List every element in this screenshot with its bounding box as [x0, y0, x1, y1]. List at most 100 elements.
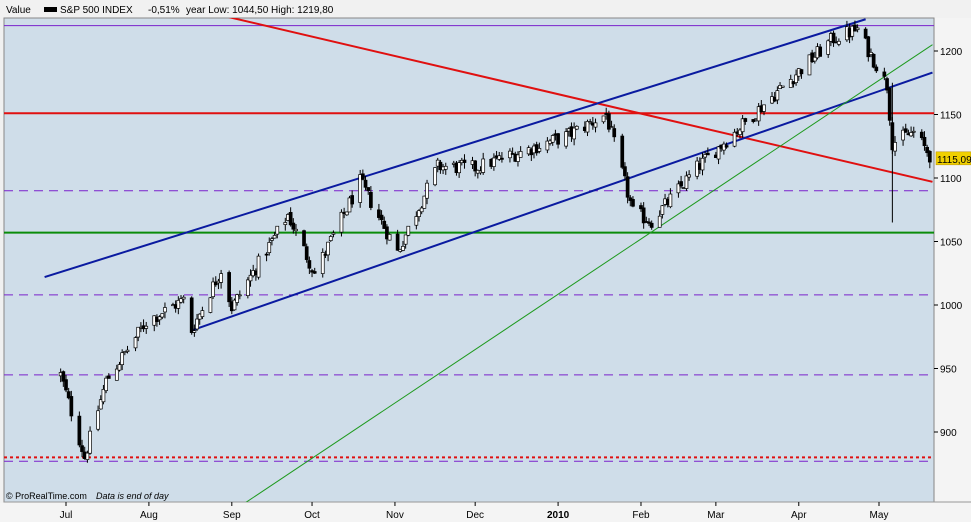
y-tick-label: 1200 [940, 47, 963, 58]
candle-body [724, 145, 729, 148]
candle-body [192, 330, 197, 333]
candle-body [564, 131, 568, 147]
candle-body [903, 128, 908, 133]
candle-body [425, 182, 429, 199]
candle-body [179, 298, 183, 303]
candle-body [395, 233, 400, 251]
trendline [44, 18, 866, 279]
y-tick-label: 900 [940, 428, 957, 439]
candle-body [211, 281, 215, 298]
candle-body [925, 146, 929, 154]
candle-body [181, 296, 186, 300]
candle-body [716, 146, 721, 160]
candle-body [326, 241, 330, 256]
x-tick-label: 2010 [547, 510, 570, 521]
candle-body [117, 364, 122, 371]
candle-body [794, 74, 798, 83]
candle-body [256, 255, 261, 278]
candle-body [700, 157, 705, 171]
x-tick-label: Dec [466, 510, 484, 521]
candle-body [743, 118, 748, 122]
candle-body [893, 142, 897, 152]
candle-body [601, 115, 606, 123]
x-tick-label: Jul [60, 510, 73, 521]
candle-body [304, 246, 309, 260]
candle-body [387, 234, 392, 241]
candle-body [331, 232, 336, 235]
candle-body [537, 148, 542, 152]
candle-body [417, 210, 421, 217]
last-price-background [935, 151, 971, 166]
candle-body [649, 222, 654, 228]
candle-body [433, 167, 437, 186]
candle-body [98, 399, 103, 410]
candle-body [871, 53, 876, 68]
candle-body [200, 310, 205, 317]
candle-body [382, 220, 387, 229]
candle-body [855, 27, 860, 30]
candle-body [232, 299, 237, 311]
candle-body [492, 157, 496, 167]
trendlines [44, 18, 933, 502]
candle-body [125, 349, 130, 352]
candle-body [85, 452, 90, 460]
candle-body [497, 155, 502, 160]
candle-body [122, 351, 127, 353]
candle-body [780, 85, 785, 88]
candle-body [264, 253, 269, 256]
candle-body [676, 183, 681, 194]
candle-body [866, 36, 871, 58]
candle-body [738, 129, 742, 135]
candle-body [585, 121, 590, 133]
candle-body [114, 368, 119, 381]
candle-body [660, 205, 665, 215]
last-price-value: 1115,09 [937, 155, 971, 166]
candle-body [69, 396, 74, 417]
candle-body [647, 221, 651, 224]
candle-body [909, 132, 913, 137]
candle-body [144, 325, 149, 329]
candle-body [344, 211, 349, 216]
candle-body [668, 193, 673, 208]
candle-body [919, 131, 924, 139]
trendline [228, 18, 933, 183]
candle-body [679, 181, 683, 187]
candle-body [462, 159, 467, 163]
candle-body [863, 28, 868, 39]
candle-body [419, 207, 424, 213]
time-axis [0, 503, 971, 522]
price-axis [935, 18, 971, 502]
candle-body [545, 140, 550, 151]
y-axis-ticks: 900 950 1000 1050 1100 1150 1200 [934, 47, 963, 439]
candle-body [799, 69, 804, 75]
candle-body [406, 225, 411, 236]
candle-body [732, 131, 737, 147]
candle-body [593, 122, 598, 128]
series-swatch [44, 7, 57, 12]
candle-body [401, 245, 405, 251]
candle-body [756, 106, 761, 122]
y-tick-label: 1100 [940, 174, 962, 185]
candle-body [101, 389, 106, 403]
candle-body [807, 54, 812, 76]
candle-body [358, 174, 363, 203]
candle-body [885, 78, 889, 91]
candle-body [518, 151, 523, 158]
candle-body [350, 195, 355, 205]
candle-body [136, 326, 141, 338]
candle-body [320, 252, 325, 274]
horizontal-levels [4, 25, 934, 462]
candle-body [288, 212, 293, 226]
candle-body [272, 235, 277, 239]
candle-body [812, 56, 817, 62]
plot-area[interactable] [3, 17, 935, 503]
last-price-tag: 1115,09 [935, 151, 971, 166]
change-percent: -0,51% [148, 5, 180, 16]
candle-body [684, 175, 689, 189]
candle-body [818, 46, 823, 57]
candle-body [88, 430, 92, 454]
candle-body [235, 294, 240, 303]
candle-body [366, 187, 371, 191]
x-tick-label: Nov [386, 510, 404, 521]
